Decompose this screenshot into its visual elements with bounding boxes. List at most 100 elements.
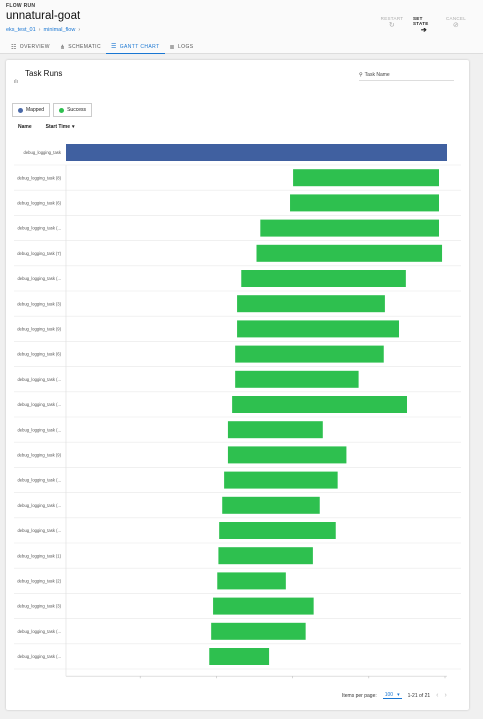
mapped-dot-icon (18, 107, 23, 113)
tab-logs-label: LOGS (177, 44, 194, 50)
previous-page-icon[interactable]: ‹ (436, 692, 439, 699)
task-run-bar[interactable] (209, 648, 270, 665)
chevron-right-icon: › (78, 27, 81, 33)
task-run-bar[interactable] (232, 396, 407, 413)
restart-button[interactable]: RESTART ↻ (381, 16, 403, 35)
flow-run-header: FLOW RUN unnatural-goat eks_test_01 › mi… (0, 0, 483, 40)
cancel-button-label: CANCEL (445, 16, 467, 21)
gantt-column-headers: Name Start Time ▾ (18, 124, 75, 130)
items-per-page-select[interactable]: 100 ▾ (382, 692, 402, 699)
task-row: debug_logging_task (... (14, 270, 461, 292)
task-run-bar[interactable] (290, 194, 439, 212)
task-run-bar[interactable] (211, 622, 306, 640)
x-tick-label: 5:19:30 PM (206, 679, 226, 680)
task-row: debug_logging_task (... (14, 471, 461, 493)
task-name-label[interactable]: debug_logging_task (9) (17, 327, 61, 332)
next-page-icon[interactable]: › (444, 692, 447, 699)
task-row: debug_logging_task (9) (14, 446, 461, 468)
task-name-label[interactable]: debug_logging_task (1) (17, 553, 61, 558)
task-name-label[interactable]: debug_logging_task (7) (17, 251, 61, 256)
task-run-bar[interactable] (256, 244, 443, 262)
task-run-bar[interactable] (217, 572, 286, 590)
tab-gantt-chart-label: GANTT CHART (119, 43, 160, 50)
task-name-label[interactable]: debug_logging_task (... (17, 377, 61, 382)
task-run-bar[interactable] (66, 144, 447, 161)
task-run-bar[interactable] (293, 169, 439, 187)
flow-run-actions: RESTART ↻ SET STATE ➔ CANCEL ⊘ (381, 16, 467, 35)
tab-overview-label: OVERVIEW (19, 44, 50, 50)
page-title: unnatural-goat (6, 10, 81, 22)
task-row: debug_logging_task (... (14, 219, 461, 241)
task-name-label[interactable]: debug_logging_task (... (17, 226, 61, 231)
task-run-bar[interactable] (222, 496, 320, 514)
task-run-bar[interactable] (213, 597, 314, 615)
legend-success[interactable]: Success (53, 103, 92, 117)
overview-icon: ☷ (11, 44, 17, 51)
logs-icon: ≣ (169, 44, 175, 51)
task-name-label[interactable]: debug_logging_task (... (17, 427, 61, 432)
task-name-label[interactable]: debug_logging_task (9) (17, 453, 61, 458)
task-run-bar[interactable] (237, 295, 385, 313)
start-time-sort[interactable]: Start Time ▾ (46, 124, 75, 130)
task-run-bar[interactable] (227, 421, 323, 439)
task-run-bar[interactable] (219, 522, 336, 539)
breadcrumb-project-link[interactable]: eks_test_01 (6, 27, 36, 33)
task-name-label[interactable]: debug_logging_task (... (17, 402, 61, 407)
gantt-icon: ☰ (110, 44, 117, 50)
cancel-button[interactable]: CANCEL ⊘ (445, 16, 467, 35)
task-name-label[interactable]: debug_logging_task (... (17, 528, 61, 533)
task-name-label[interactable]: debug_logging_task (... (17, 478, 61, 483)
set-state-button[interactable]: SET STATE ➔ (413, 16, 435, 35)
sort-down-icon: ▾ (72, 124, 75, 130)
dropdown-arrow-icon: ▾ (397, 692, 400, 698)
task-run-bar[interactable] (235, 370, 359, 388)
restart-button-label: RESTART (380, 16, 404, 21)
tab-schematic[interactable]: ⋔ SCHEMATIC (55, 40, 106, 54)
task-name-search[interactable]: ⚲ Task Name (359, 69, 454, 81)
task-row: debug_logging_task (8) (14, 169, 461, 191)
task-row: debug_logging_task (7) (14, 244, 461, 267)
items-per-page-label: Items per page: (342, 692, 377, 699)
task-name-label[interactable]: debug_logging_task (6) (17, 352, 61, 357)
state-legend: Mapped Success (12, 103, 92, 117)
tab-logs[interactable]: ≣ LOGS (165, 40, 199, 54)
task-run-bar[interactable] (224, 471, 338, 489)
breadcrumb-flow-link[interactable]: minimal_flow (43, 27, 76, 33)
page-range: 1-21 of 21 (407, 692, 431, 699)
task-name-label[interactable]: debug_logging_task (... (17, 654, 61, 659)
tab-gantt-chart[interactable]: ☰ GANTT CHART (105, 40, 165, 54)
restart-icon: ↻ (388, 22, 396, 29)
task-run-bar[interactable] (237, 320, 399, 338)
items-per-page-value: 100 (384, 692, 394, 698)
legend-mapped-label: Mapped (26, 107, 45, 113)
task-name-label[interactable]: debug_logging_task (8) (17, 175, 61, 180)
x-tick-label: 5:19:35 PM (359, 679, 379, 680)
gantt-chart: debug_logging_task debug_logging_task (8)… (14, 144, 461, 680)
task-run-bar[interactable] (218, 547, 313, 565)
task-row: debug_logging_task (... (14, 370, 461, 393)
task-row: debug_logging_task (14, 144, 461, 166)
task-row: debug_logging_task (... (14, 421, 461, 443)
tab-overview[interactable]: ☷ OVERVIEW (6, 40, 55, 54)
task-runs-card: Task Runs ılı ⚲ Task Name Mapped Success… (6, 60, 469, 710)
task-name-label[interactable]: debug_logging_task (2) (17, 579, 61, 584)
task-run-bar[interactable] (227, 446, 347, 464)
task-name-label[interactable]: debug_logging_task (3) (17, 604, 61, 609)
x-tick-label: 5:20:02 PM (435, 679, 455, 680)
task-name-label[interactable]: debug_logging_task (3) (17, 301, 61, 306)
task-name-label[interactable]: debug_logging_task (... (17, 629, 61, 634)
legend-success-label: Success (67, 107, 86, 113)
legend-mapped[interactable]: Mapped (12, 103, 51, 117)
task-row: debug_logging_task (... (14, 522, 461, 544)
task-name-label[interactable]: debug_logging_task (6) (17, 201, 61, 206)
task-run-bar[interactable] (260, 219, 439, 237)
task-row: debug_logging_task (6) (14, 345, 461, 367)
task-name-label[interactable]: debug_logging_task (... (17, 276, 61, 281)
task-run-bar[interactable] (235, 345, 384, 363)
search-icon: ⚲ (359, 71, 363, 78)
task-name-label[interactable]: debug_logging_task (24, 150, 62, 155)
task-run-bar[interactable] (241, 270, 406, 287)
set-state-icon: ➔ (420, 27, 428, 34)
x-tick-label: 5:19:32 PM (282, 679, 302, 680)
task-name-label[interactable]: debug_logging_task (... (17, 503, 61, 508)
